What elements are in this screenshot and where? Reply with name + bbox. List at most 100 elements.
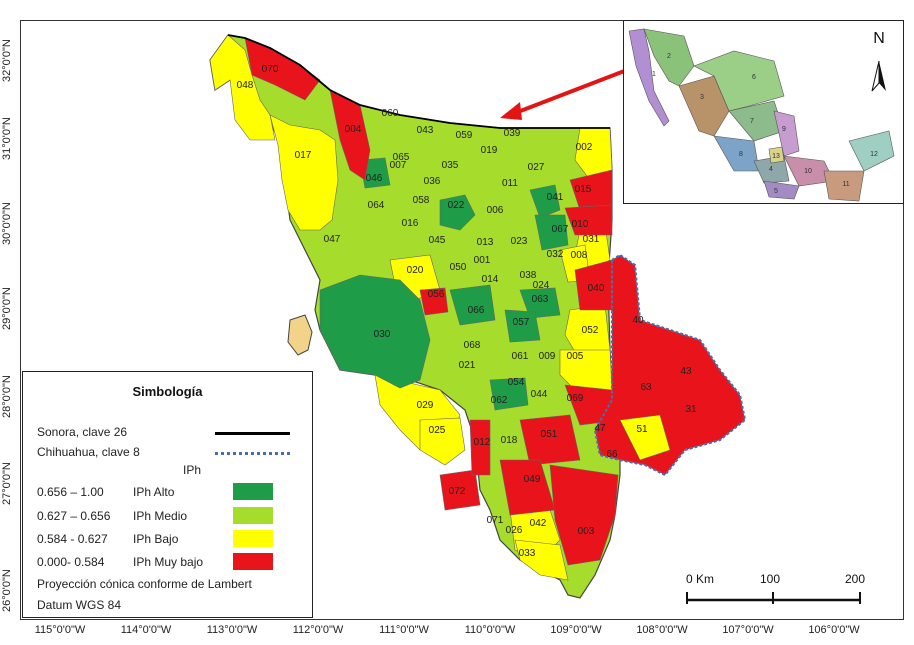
municipality-label: 061 <box>512 351 529 362</box>
municipality-label: 001 <box>474 255 491 266</box>
scale-label-0: 0 Km <box>686 572 715 586</box>
municipality-label: 006 <box>487 205 504 216</box>
municipality-067 <box>534 214 569 251</box>
x-tick-label: 112°0'0"W <box>292 624 344 636</box>
legend-class-alto-range: 0.656 – 1.00 <box>37 485 104 499</box>
chihuahua-municipality-label: 31 <box>685 404 697 415</box>
municipality-label: 003 <box>578 526 595 537</box>
y-tick-label: 26°0'0"N <box>1 569 13 612</box>
chihuahua-municipality-label: 63 <box>640 382 652 393</box>
municipality-label: 008 <box>571 250 588 261</box>
municipality-label: 038 <box>520 270 537 281</box>
chihuahua-municipality-label: 40 <box>632 315 644 326</box>
x-tick-label: 113°0'0"W <box>206 624 258 636</box>
municipality-label: 016 <box>402 218 419 229</box>
inset-region-1 <box>628 28 670 127</box>
legend-class-muy-bajo-label: IPh Muy bajo <box>133 555 204 569</box>
legend-sonora-label: Sonora, clave 26 <box>37 425 128 439</box>
legend-chihuahua-line <box>215 452 290 455</box>
municipality-label: 060 <box>382 108 399 119</box>
legend-title: Simbología <box>132 384 203 399</box>
municipality-label: 010 <box>572 219 589 230</box>
municipality-label: 033 <box>519 548 536 559</box>
x-tick-label: 115°0'0"W <box>34 624 86 636</box>
municipality-033 <box>514 539 569 581</box>
municipality-label: 064 <box>368 200 385 211</box>
municipality-label: 030 <box>374 329 391 340</box>
municipality-label: 017 <box>295 150 312 161</box>
arrow-head <box>500 102 522 120</box>
municipality-label: 069 <box>567 393 584 404</box>
municipality-012 <box>469 419 491 476</box>
municipality-label: 046 <box>366 173 383 184</box>
municipality-label: 014 <box>482 274 499 285</box>
municipality-025 <box>419 417 466 466</box>
municipality-label: 047 <box>324 234 341 245</box>
municipality-062 <box>489 377 529 411</box>
municipality-label: 009 <box>539 351 556 362</box>
municipality-label: 020 <box>407 265 424 276</box>
legend-swatch-muy-bajo <box>233 553 273 570</box>
y-tick-label: 32°0'0"N <box>1 39 13 82</box>
y-tick-label: 31°0'0"N <box>1 117 13 160</box>
inset-region-13 <box>768 146 785 164</box>
municipality-030 <box>319 274 431 389</box>
legend-class-medio-range: 0.627 – 0.656 <box>37 509 111 523</box>
inset-region-11 <box>823 170 865 202</box>
x-tick-label: 114°0'0"W <box>120 624 172 636</box>
municipality-label: 012 <box>474 437 491 448</box>
legend-projection: Proyección cónica conforme de Lambert <box>37 577 252 591</box>
municipality-label: 005 <box>567 351 584 362</box>
y-tick-label: 29°0'0"N <box>1 287 13 330</box>
municipality-063 <box>519 287 561 319</box>
inset-map-mexico: 1 2 3 4 5 6 7 8 9 10 11 12 13 N <box>623 20 904 204</box>
municipality-label: 043 <box>417 125 434 136</box>
municipality-label: 041 <box>547 192 564 203</box>
y-tick-label: 30°0'0"N <box>1 202 13 245</box>
inset-region-label: 3 <box>700 94 704 101</box>
municipality-label: 050 <box>450 262 467 273</box>
legend-class-medio-label: IPh Medio <box>133 509 188 523</box>
scale-label-200: 200 <box>845 572 866 586</box>
municipality-label: 052 <box>582 325 599 336</box>
inset-region-label: 10 <box>804 168 812 175</box>
scale-label-100: 100 <box>760 572 781 586</box>
chihuahua-municipality-label: 43 <box>680 366 692 377</box>
legend-box: Simbología Sonora, clave 26 Chihuahua, c… <box>22 371 313 618</box>
municipality-label: 070 <box>262 64 279 75</box>
island-shape <box>287 314 313 356</box>
north-arrow-icon: N <box>871 30 886 92</box>
municipality-label: 013 <box>477 237 494 248</box>
municipality-label: 022 <box>448 200 465 211</box>
municipality-label: 025 <box>429 425 446 436</box>
legend-class-bajo-label: IPh Bajo <box>133 532 179 546</box>
chihuahua-municipality-label: 47 <box>594 423 606 434</box>
municipality-041 <box>529 184 561 219</box>
chihuahua-municipality-label: 51 <box>636 424 648 435</box>
legend-swatch-bajo <box>233 530 273 547</box>
municipality-label: 062 <box>491 395 508 406</box>
legend-datum: Datum WGS 84 <box>37 598 122 612</box>
municipality-072 <box>439 469 481 511</box>
municipality-label: 042 <box>530 518 547 529</box>
municipality-label: 032 <box>547 249 564 260</box>
x-tick-label: 108°0'0"W <box>636 624 688 636</box>
municipality-label: 044 <box>531 389 548 400</box>
map-canvas: 070 004 015 010 040 069 051 049 003 072 012 056 048 0… <box>209 34 861 604</box>
sonora-boundary <box>227 34 610 129</box>
legend-swatch-medio <box>233 507 273 524</box>
municipality-label: 039 <box>504 128 521 139</box>
municipality-label: 024 <box>533 280 550 291</box>
municipality-label: 071 <box>487 515 504 526</box>
municipality-010 <box>564 204 613 236</box>
inset-region-label: 6 <box>752 74 756 81</box>
municipality-ch-51 <box>619 414 671 461</box>
legend-chihuahua-label: Chihuahua, clave 8 <box>37 445 140 459</box>
municipality-label: 002 <box>576 142 593 153</box>
municipality-label: 056 <box>428 289 445 300</box>
municipality-label: 040 <box>588 283 605 294</box>
inset-region-label: 5 <box>774 188 778 195</box>
inset-region-5 <box>763 180 800 200</box>
legend-class-alto-label: IPh Alto <box>133 485 175 499</box>
